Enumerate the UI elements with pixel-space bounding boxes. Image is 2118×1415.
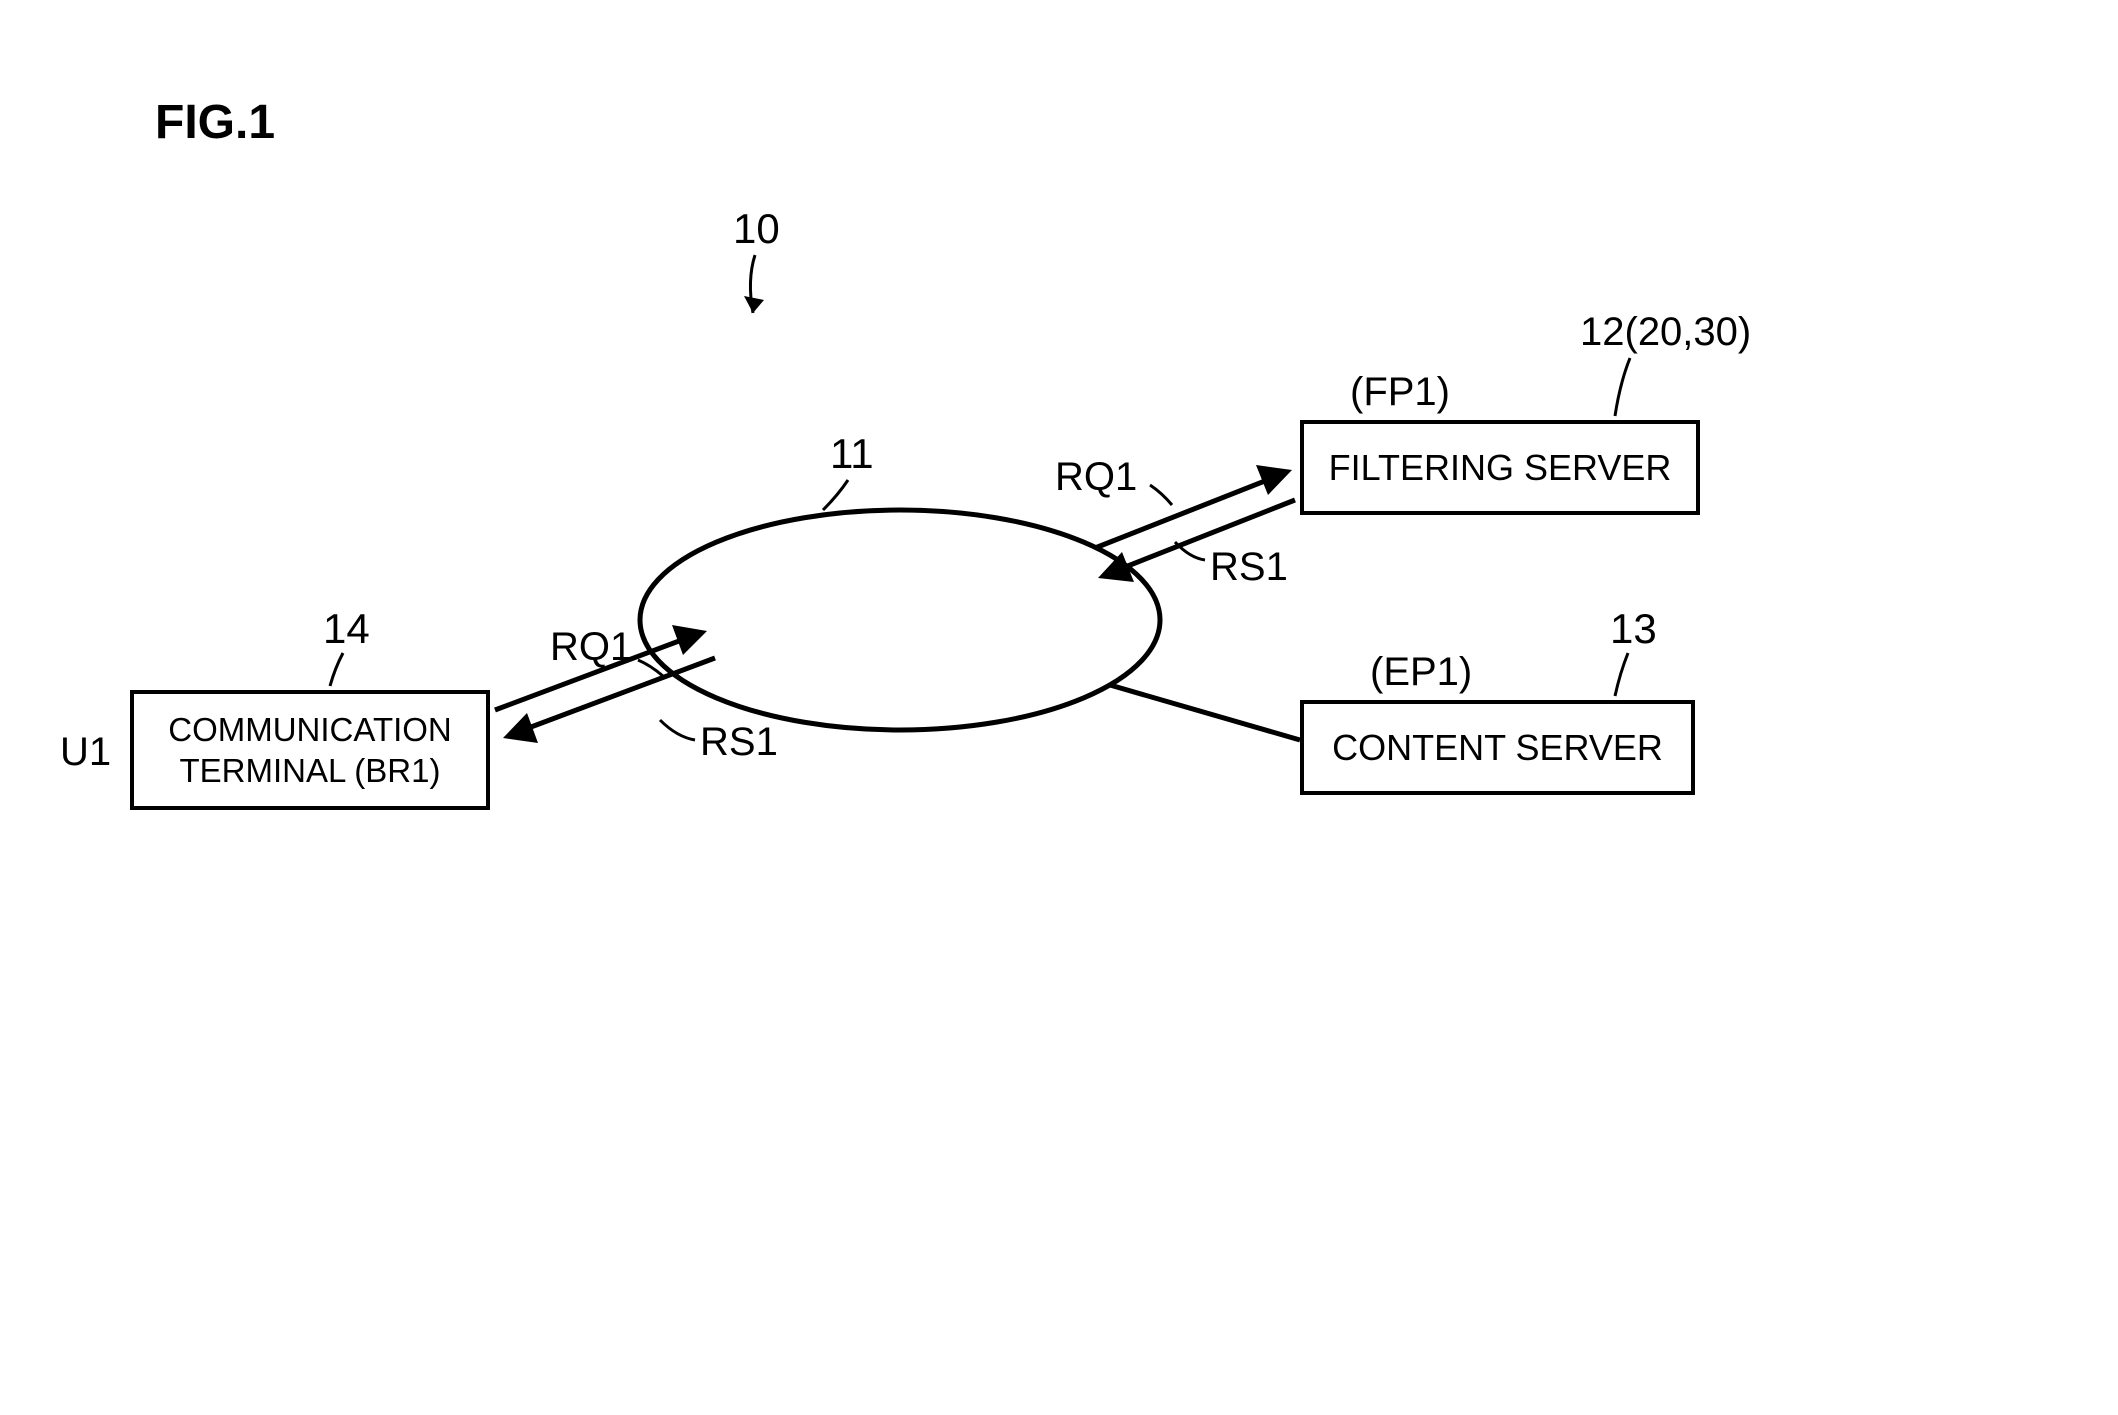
- right-rq-arrowhead: [1256, 465, 1292, 495]
- filtering-server-ref-label: 12(20,30): [1580, 310, 1751, 355]
- content-server-text: CONTENT SERVER: [1332, 727, 1663, 769]
- terminal-user-label: U1: [60, 730, 111, 775]
- content-link: [1110, 685, 1300, 740]
- system-ref-arrowhead: [744, 296, 764, 313]
- content-server-app-label: (EP1): [1370, 650, 1472, 695]
- filtering-server-text: FILTERING SERVER: [1329, 447, 1672, 489]
- right-rs-label: RS1: [1210, 545, 1288, 590]
- filtering-leader: [1615, 358, 1630, 416]
- terminal-text-line1: COMMUNICATION: [168, 709, 452, 750]
- content-server-box: CONTENT SERVER: [1300, 700, 1695, 795]
- content-leader: [1615, 653, 1628, 696]
- left-rq-arrowhead: [672, 625, 707, 655]
- left-rs-label: RS1: [700, 720, 778, 765]
- right-rs-arrowhead: [1098, 552, 1134, 582]
- system-ref-label: 10: [733, 205, 780, 253]
- left-rs-hook: [660, 720, 695, 740]
- network-ellipse: [640, 510, 1160, 730]
- right-rq-label: RQ1: [1055, 455, 1137, 500]
- system-ref-arrow: [750, 255, 755, 313]
- filtering-server-app-label: (FP1): [1350, 370, 1450, 415]
- filtering-server-box: FILTERING SERVER: [1300, 420, 1700, 515]
- left-rs-arrowhead: [503, 713, 538, 743]
- figure-title: FIG.1: [155, 95, 275, 150]
- content-server-ref-label: 13: [1610, 605, 1657, 653]
- right-rs-hook: [1175, 542, 1205, 560]
- terminal-ref-label: 14: [323, 605, 370, 653]
- right-rq-hook: [1150, 485, 1172, 505]
- left-rq-hook: [638, 660, 663, 676]
- network-ref-label: 11: [830, 430, 874, 478]
- left-rq-label: RQ1: [550, 625, 632, 670]
- terminal-text-line2: TERMINAL (BR1): [180, 750, 441, 791]
- terminal-box: COMMUNICATION TERMINAL (BR1): [130, 690, 490, 810]
- terminal-leader: [330, 653, 343, 686]
- network-leader: [823, 480, 848, 510]
